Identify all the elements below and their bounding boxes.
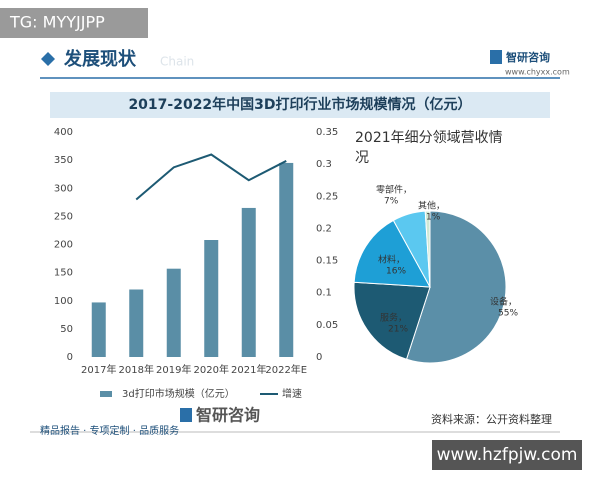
legend-label: 3d打印市场规模（亿元） [122,387,235,400]
bar [129,289,144,357]
line [135,153,287,201]
header-icon [41,52,55,66]
slice-label: 其他， [418,200,445,212]
bar [204,240,219,357]
chart-title: 2017-2022年中国3D打印行业市场规模情况（亿元） [128,96,471,113]
slice-value: 1% [426,213,441,223]
y2-tick-label: 0.2 [316,223,332,234]
y-tick-label: 50 [60,324,73,335]
bar [166,268,181,357]
x-tick-label: 2020年 [194,363,229,376]
y2-tick-label: 0.1 [316,288,332,299]
pie-slice [424,210,431,288]
y-tick-label: 150 [54,268,73,279]
slice-value: 55% [498,309,518,319]
y-tick-label: 100 [54,296,73,307]
logo-icon [490,50,502,64]
legend-label: 增速 [282,387,302,400]
y2-tick-label: 0.35 [316,127,338,138]
y-tick-label: 400 [54,127,73,138]
slice-value: 16% [386,267,406,277]
watermark-box [432,440,582,470]
y2-tick-label: 0 [316,352,322,363]
header-subtitle: Chain [160,55,194,69]
slice-value: 7% [384,197,399,207]
x-tick-label: 2018年 [119,363,154,376]
slice-label: 材料， [378,254,405,266]
y-tick-label: 250 [54,211,73,222]
pie-slice [353,281,431,360]
x-tick-label: 2021年 [231,363,266,376]
y2-tick-label: 0.25 [316,191,338,202]
header-url: www.chyxx.com [505,68,570,77]
header-title: 发展现状 [63,48,137,70]
watermark-box [0,8,148,38]
legend-swatch [100,391,112,397]
slice-label: 设备， [490,296,517,308]
source-logo: 智研咨询 [196,406,260,425]
y-tick-label: 300 [54,183,73,194]
y-tick-label: 0 [67,352,73,363]
y-tick-label: 350 [54,155,73,166]
title-banner [50,92,550,118]
x-tick-label: 2017年 [81,363,116,376]
pie-slice [405,210,507,364]
source-logo-icon [180,408,192,422]
bar [279,162,294,357]
source: 资料来源：公开资料整理 [431,412,552,426]
header-logo: 智研咨询 [506,50,550,64]
pie-title: 2021年细分领域营收情况 [355,130,503,166]
x-tick-label: 2022年E [265,363,307,376]
slice-value: 21% [388,325,408,335]
footer: 精品报告 · 专项定制 · 品质服务 [40,424,179,437]
x-tick-label: 2019年 [156,363,191,376]
y2-tick-label: 0.3 [316,159,332,170]
bar [241,207,256,357]
y2-tick-label: 0.05 [316,320,338,331]
bar [91,302,106,357]
watermark: TG: MYYJJPP [9,13,105,32]
y-tick-label: 200 [54,240,73,251]
y2-tick-label: 0.15 [316,256,338,267]
slice-label: 服务， [380,312,407,324]
pie-slice [353,219,431,288]
slice-label: 零部件， [376,184,412,196]
watermark: www.hzfpjw.com [437,445,578,465]
